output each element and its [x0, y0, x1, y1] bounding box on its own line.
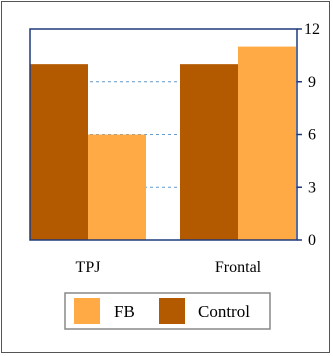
x-tick-label-tpj: TPJ	[76, 259, 101, 276]
legend-swatch-control	[159, 298, 185, 324]
y-tick-label-6: 6	[308, 127, 316, 144]
y-tick-label-3: 3	[308, 179, 316, 196]
bar-chart: TPJ Frontal 0 3 6 9 12 FB Control	[29, 21, 320, 330]
legend-label-control: Control	[198, 302, 250, 321]
legend-swatch-fb	[74, 298, 100, 324]
bar-tpj-control	[30, 64, 88, 240]
legend-label-fb: FB	[114, 302, 135, 321]
x-tick-label-frontal: Frontal	[215, 259, 262, 276]
y-tick-label-12: 12	[304, 21, 320, 38]
y-tick-label-0: 0	[308, 232, 316, 249]
bar-frontal-control	[180, 64, 238, 240]
bar-tpj-fb	[88, 134, 146, 240]
chart-figure: TPJ Frontal 0 3 6 9 12 FB Control	[1, 1, 330, 353]
y-tick-label-9: 9	[308, 74, 316, 91]
bar-frontal-fb	[238, 46, 296, 241]
